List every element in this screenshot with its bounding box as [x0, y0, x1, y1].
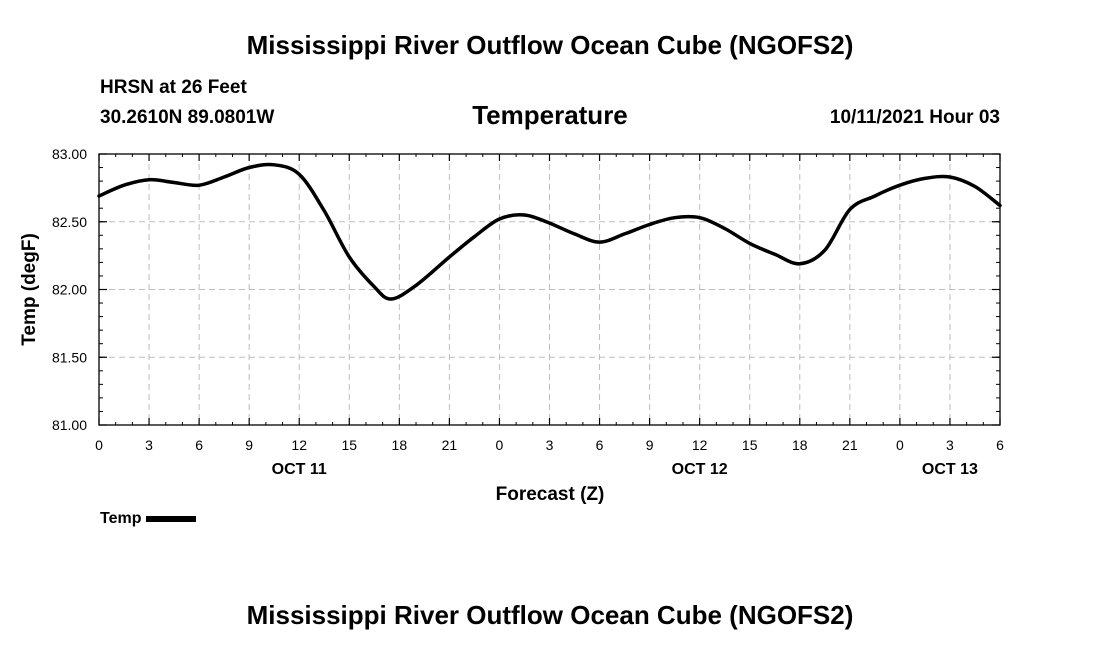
- x-tick-label: 0: [896, 437, 904, 453]
- station-coords: 30.2610N 89.0801W: [100, 107, 275, 128]
- x-tick-label: 0: [496, 437, 504, 453]
- x-tick-label: 15: [742, 437, 758, 453]
- y-tick-label: 82.50: [52, 214, 87, 230]
- x-tick-label: 18: [392, 437, 408, 453]
- series-line-temp: [97, 162, 1002, 301]
- x-tick-label: 9: [646, 437, 654, 453]
- x-date-label: OCT 12: [672, 461, 728, 478]
- x-tick-label: 6: [996, 437, 1004, 453]
- y-tick-label: 81.50: [52, 349, 87, 365]
- x-tick-label: 3: [546, 437, 554, 453]
- x-date-label: OCT 13: [922, 461, 978, 478]
- x-tick-label: 3: [145, 437, 153, 453]
- x-tick-label: 9: [245, 437, 253, 453]
- legend-label: Temp: [100, 510, 142, 527]
- chart-title: Temperature: [472, 100, 628, 130]
- x-tick-label: 21: [442, 437, 458, 453]
- legend-swatch: [145, 515, 196, 522]
- x-axis-label: Forecast (Z): [496, 484, 605, 505]
- x-tick-label: 6: [596, 437, 604, 453]
- x-date-label: OCT 11: [272, 461, 327, 478]
- legend: Temp: [100, 510, 196, 528]
- y-tick-label: 81.00: [52, 417, 87, 433]
- x-tick-label: 12: [291, 437, 307, 453]
- y-tick-label: 82.00: [52, 282, 87, 298]
- main-title: Mississippi River Outflow Ocean Cube (NG…: [246, 30, 854, 60]
- x-tick-label: 21: [842, 437, 858, 453]
- x-tick-label: 0: [95, 437, 103, 453]
- y-axis-label: Temp (degF): [19, 233, 40, 346]
- y-tick-label: 83.00: [52, 146, 87, 162]
- station-label: HRSN at 26 Feet: [100, 77, 247, 98]
- forecast-datetime: 10/11/2021 Hour 03: [829, 107, 1000, 128]
- footer-title: Mississippi River Outflow Ocean Cube (NG…: [246, 600, 854, 630]
- x-tick-label: 18: [792, 437, 808, 453]
- x-tick-label: 15: [341, 437, 357, 453]
- x-tick-label: 3: [946, 437, 954, 453]
- x-tick-label: 6: [195, 437, 203, 453]
- x-tick-label: 12: [692, 437, 708, 453]
